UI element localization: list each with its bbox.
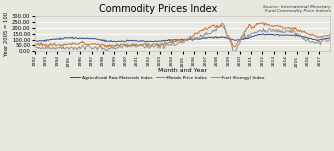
Metals Price Index bbox=[261, 22, 265, 24]
Metals Price Index bbox=[220, 24, 224, 26]
Metals Price Index bbox=[193, 32, 197, 34]
Agricultural Raw Materials Index bbox=[144, 41, 148, 43]
Agricultural Raw Materials Index bbox=[220, 36, 224, 38]
Text: Source: International Monetary
Fund Commodity Price Indices: Source: International Monetary Fund Comm… bbox=[263, 5, 331, 13]
Agricultural Raw Materials Index bbox=[261, 33, 265, 35]
Fuel (Energy) Index bbox=[104, 48, 108, 50]
Fuel (Energy) Index bbox=[105, 50, 109, 51]
Metals Price Index bbox=[104, 44, 108, 46]
Fuel (Energy) Index bbox=[328, 38, 332, 40]
X-axis label: Month and Year: Month and Year bbox=[158, 68, 207, 73]
Line: Metals Price Index: Metals Price Index bbox=[35, 23, 330, 47]
Fuel (Energy) Index bbox=[146, 46, 150, 48]
Y-axis label: Year 2005 = 100: Year 2005 = 100 bbox=[4, 12, 9, 56]
Metals Price Index bbox=[105, 46, 109, 48]
Fuel (Energy) Index bbox=[33, 45, 37, 47]
Title: Commodity Prices Index: Commodity Prices Index bbox=[100, 4, 218, 14]
Agricultural Raw Materials Index bbox=[104, 40, 108, 41]
Fuel (Energy) Index bbox=[219, 24, 223, 26]
Fuel (Energy) Index bbox=[232, 51, 236, 52]
Fuel (Energy) Index bbox=[49, 48, 53, 50]
Agricultural Raw Materials Index bbox=[49, 39, 53, 41]
Line: Agricultural Raw Materials Index: Agricultural Raw Materials Index bbox=[35, 34, 330, 42]
Metals Price Index bbox=[49, 43, 53, 45]
Fuel (Energy) Index bbox=[192, 38, 196, 40]
Metals Price Index bbox=[147, 43, 151, 45]
Agricultural Raw Materials Index bbox=[33, 40, 37, 41]
Metals Price Index bbox=[328, 34, 332, 35]
Legend: Agricultural Raw Materials Index, Metals Price Index, Fuel (Energy) Index: Agricultural Raw Materials Index, Metals… bbox=[68, 74, 267, 82]
Agricultural Raw Materials Index bbox=[147, 41, 151, 43]
Line: Fuel (Energy) Index: Fuel (Energy) Index bbox=[35, 23, 330, 51]
Agricultural Raw Materials Index bbox=[328, 37, 332, 39]
Agricultural Raw Materials Index bbox=[105, 40, 109, 42]
Metals Price Index bbox=[33, 43, 37, 45]
Metals Price Index bbox=[106, 44, 110, 46]
Agricultural Raw Materials Index bbox=[193, 38, 197, 40]
Fuel (Energy) Index bbox=[220, 22, 224, 24]
